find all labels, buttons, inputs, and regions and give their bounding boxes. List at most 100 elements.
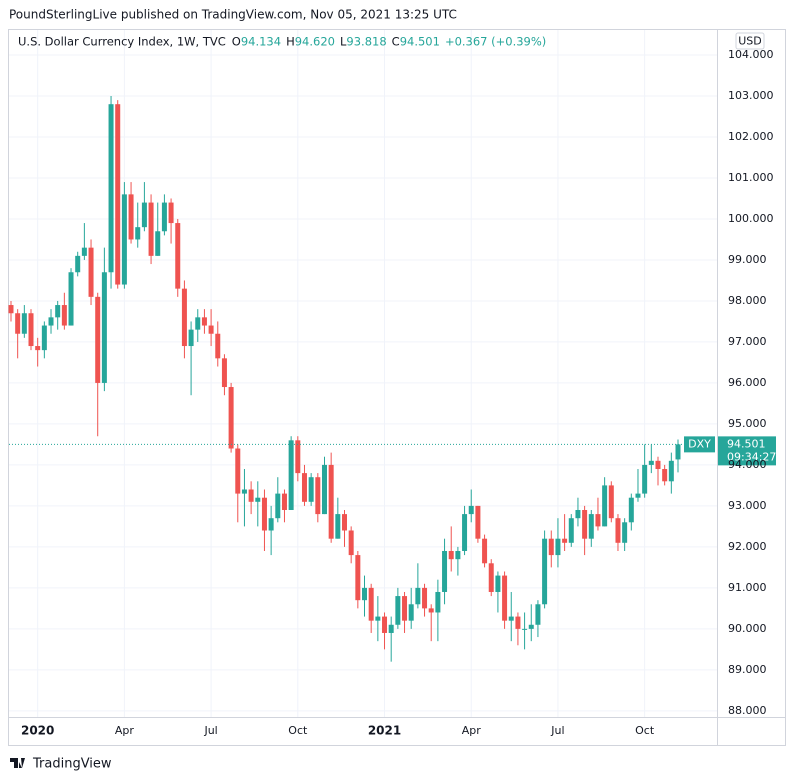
symbol-tag (684, 436, 715, 453)
candle-body (402, 596, 408, 621)
candle-body (622, 522, 628, 543)
currency-label: USD (738, 35, 762, 48)
candle-body (181, 288, 187, 347)
candle-body (642, 464, 648, 494)
y-tick-label: 93.000 (728, 499, 767, 512)
candle-body (555, 538, 561, 556)
candle-body (548, 538, 554, 556)
legend: U.S. Dollar Currency Index, 1W, TVC O 94.… (18, 35, 546, 49)
y-tick-label: 91.000 (728, 581, 767, 594)
currency-box (735, 32, 765, 50)
y-tick-label: 97.000 (728, 335, 767, 348)
price-tag (718, 436, 776, 466)
y-tick-label: 88.000 (728, 704, 767, 717)
legend-value: 94.501 (400, 35, 440, 49)
y-tick-label: 98.000 (728, 294, 767, 307)
legend-value: 94.134 (241, 35, 281, 49)
candle-body (195, 317, 201, 330)
y-tick-label: 102.000 (728, 130, 774, 143)
candle-body (562, 538, 568, 543)
candle-body (595, 514, 601, 527)
countdown-label: 09:34:27 (727, 450, 776, 463)
candle-body (542, 538, 548, 605)
footer-brand: TradingView (32, 757, 112, 772)
candle-body (255, 497, 261, 502)
legend-key: L (340, 35, 347, 49)
candle-body (675, 444, 681, 460)
legend-key: O (232, 35, 241, 49)
x-tick-label: Jul (203, 724, 217, 737)
candle-body (455, 550, 461, 560)
candle-body (615, 518, 621, 543)
candle-body (388, 624, 394, 633)
candle-body (442, 550, 448, 592)
candle-body (488, 563, 494, 592)
candle-body (15, 313, 21, 334)
candle-body (608, 485, 614, 519)
candle-body (275, 493, 281, 519)
y-tick-label: 94.000 (728, 458, 767, 471)
tradingview-logo (10, 758, 25, 768)
symbol-title: U.S. Dollar Currency Index, 1W, TVC (18, 35, 226, 49)
candle-body (568, 518, 574, 543)
candle-body (328, 464, 334, 539)
y-tick-label: 100.000 (728, 212, 774, 225)
candle-body (301, 473, 307, 502)
candle-body (575, 509, 581, 519)
candle-body (215, 333, 221, 359)
candle-body (362, 587, 368, 601)
candle-body (582, 509, 588, 539)
candle-body (8, 305, 14, 314)
candle-body (235, 448, 241, 494)
candle-body (502, 575, 508, 621)
candle-body (448, 550, 454, 560)
candle-body (342, 514, 347, 531)
candle-body (55, 305, 61, 318)
candle-body (75, 255, 81, 273)
legend-value: 93.818 (346, 35, 386, 49)
candle-body (48, 317, 54, 326)
grid (9, 30, 717, 717)
candle-body (422, 587, 428, 609)
y-tick-label: 96.000 (728, 376, 767, 389)
candle-body (21, 313, 27, 334)
y-tick-label: 95.000 (728, 417, 767, 430)
legend-key: H (286, 35, 295, 49)
candle-body (375, 616, 381, 621)
candle-body (522, 628, 528, 630)
candle-body (515, 616, 521, 629)
candle-body (588, 514, 594, 539)
candle-body (101, 272, 107, 383)
candle-body (128, 194, 134, 240)
y-tick-label: 92.000 (728, 540, 767, 553)
candle-body (321, 464, 327, 515)
candle-body (241, 489, 247, 494)
y-tick-label: 101.000 (728, 171, 774, 184)
candle-body (61, 305, 67, 326)
candle-body (628, 497, 634, 523)
candle-body (68, 272, 74, 326)
candle-body (468, 505, 474, 515)
publish-header: PoundSterlingLive published on TradingVi… (9, 8, 457, 22)
candle-body (115, 104, 121, 285)
candle-body (535, 604, 541, 625)
candle-body (382, 616, 388, 633)
x-tick-label: 2020 (21, 724, 54, 738)
y-tick-label: 103.000 (728, 89, 774, 102)
candle-body (462, 514, 468, 551)
candle-body (668, 460, 674, 482)
y-tick-label: 90.000 (728, 622, 767, 635)
x-tick-label: Oct (288, 724, 308, 737)
legend-value: 94.620 (295, 35, 335, 49)
candle-body (348, 530, 354, 556)
candle-body (175, 223, 181, 289)
candle-body (395, 596, 401, 625)
x-tick-label: Apr (462, 724, 482, 737)
candle-body (295, 440, 301, 474)
candle-body (355, 555, 361, 601)
candle-body (148, 202, 154, 256)
chart-frame (8, 29, 786, 746)
